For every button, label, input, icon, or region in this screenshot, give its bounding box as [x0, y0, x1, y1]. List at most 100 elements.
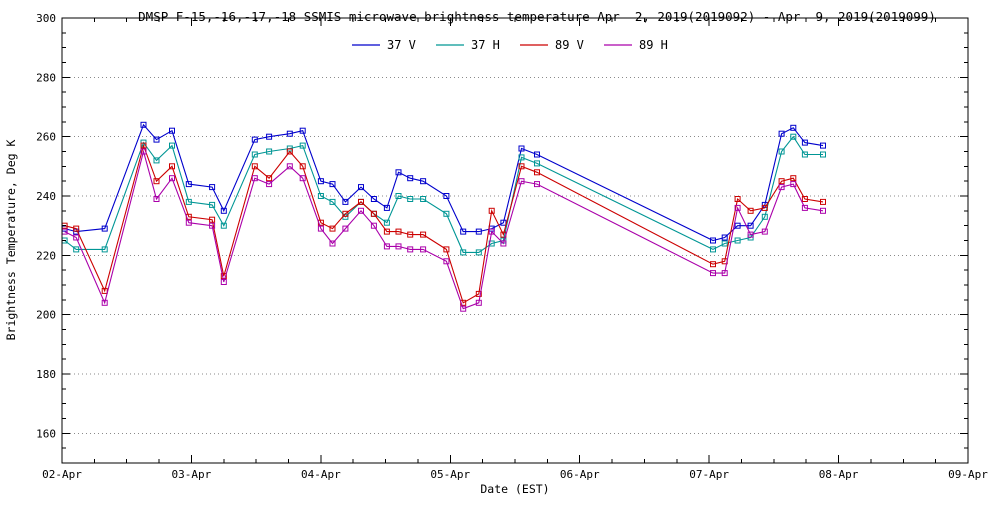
x-tick-label: 09-Apr — [948, 468, 988, 481]
marker-89-h — [761, 228, 768, 235]
marker-37-h — [317, 193, 324, 199]
marker-89-v — [370, 210, 377, 217]
marker-89-h — [420, 246, 427, 253]
marker-89-v — [761, 204, 768, 211]
marker-37-v — [342, 198, 349, 205]
chart-title: DMSP F-15,-16,-17,-18 SSMIS microwave br… — [138, 9, 936, 24]
marker-37-v — [185, 181, 192, 188]
marker-37-h — [443, 210, 450, 217]
y-tick-label: 300 — [36, 12, 56, 25]
marker-37-v — [747, 222, 754, 229]
y-tick-label: 220 — [36, 249, 56, 262]
marker-37-h — [73, 246, 80, 253]
marker-37-h — [420, 196, 427, 202]
marker-37-h — [761, 213, 768, 220]
series-37-v — [61, 121, 826, 244]
plot-border — [61, 17, 969, 464]
grid-layer — [62, 76, 968, 434]
marker-37-v — [286, 130, 293, 137]
marker-89-h — [358, 207, 364, 214]
marker-89-h — [790, 181, 797, 188]
marker-37-h — [734, 237, 741, 244]
marker-89-h — [801, 204, 808, 211]
legend-item-37-h: 37 H — [436, 38, 500, 52]
marker-37-v — [317, 178, 324, 185]
y-tick-label: 240 — [36, 190, 56, 203]
y-tick-label: 200 — [36, 309, 56, 322]
series-line-89-v — [64, 143, 824, 304]
marker-37-v — [395, 169, 402, 176]
marker-37-h — [220, 222, 227, 229]
marker-37-v — [220, 207, 227, 214]
marker-89-v — [358, 198, 364, 205]
marker-37-h — [475, 249, 482, 256]
marker-37-h — [820, 151, 826, 158]
marker-89-h — [778, 184, 785, 191]
marker-37-h — [209, 201, 216, 208]
marker-37-v — [140, 121, 147, 128]
marker-89-v — [443, 246, 450, 253]
marker-37-v — [534, 151, 540, 158]
marker-89-h — [710, 270, 716, 277]
marker-89-v — [488, 207, 495, 214]
marker-89-h — [475, 299, 482, 306]
marker-37-v — [209, 184, 216, 191]
marker-89-v — [534, 169, 540, 176]
marker-89-v — [820, 198, 826, 205]
marker-89-v — [220, 273, 227, 280]
marker-89-h — [266, 181, 273, 188]
marker-89-h — [460, 305, 467, 312]
marker-37-v — [710, 237, 716, 244]
marker-37-h — [518, 154, 525, 161]
marker-37-h — [790, 133, 797, 140]
marker-37-h — [251, 151, 258, 158]
marker-89-h — [73, 234, 80, 241]
marker-89-h — [443, 258, 450, 265]
y-tick-label: 260 — [36, 131, 56, 144]
marker-37-h — [185, 198, 192, 205]
axis-layer: 160 180 200 220 240 260 280 300 02-Apr 03-Apr 04-A… — [36, 12, 988, 481]
marker-37-v — [500, 219, 507, 226]
marker-37-h — [721, 240, 728, 247]
marker-89-h — [329, 240, 336, 247]
marker-89-v — [518, 163, 525, 170]
marker-89-v — [342, 210, 349, 217]
x-tick-label: 08-Apr — [819, 468, 859, 481]
marker-89-h — [220, 279, 227, 285]
marker-89-v — [209, 216, 216, 223]
y-axis-label: Brightness Temperature, Deg K — [4, 140, 18, 341]
marker-89-v — [747, 207, 754, 214]
y-tick-label: 280 — [36, 71, 56, 84]
series-89-v — [61, 142, 826, 306]
marker-89-v — [329, 225, 336, 232]
marker-37-v — [169, 127, 175, 134]
x-axis-label: Date (EST) — [480, 482, 549, 496]
marker-89-h — [185, 219, 192, 226]
x-tick-label: 02-Apr — [42, 468, 82, 481]
marker-37-h — [710, 246, 716, 253]
marker-37-v — [420, 178, 427, 185]
marker-89-h — [342, 225, 349, 232]
x-tick-label: 04-Apr — [301, 468, 341, 481]
marker-89-h — [317, 225, 324, 232]
marker-89-v — [801, 196, 808, 202]
marker-89-v — [140, 142, 147, 149]
marker-37-h — [778, 148, 785, 155]
series-layer — [61, 121, 826, 312]
marker-37-v — [101, 225, 108, 232]
marker-89-h — [370, 222, 377, 229]
marker-89-v — [395, 228, 402, 235]
marker-37-h — [169, 142, 175, 149]
marker-89-v — [266, 175, 273, 182]
marker-37-v — [460, 228, 467, 235]
legend-item-89-v: 89 V — [520, 38, 584, 52]
marker-89-h — [153, 196, 160, 202]
marker-89-h — [820, 207, 826, 214]
marker-37-v — [820, 142, 826, 149]
marker-37-h — [153, 157, 160, 164]
marker-89-h — [488, 228, 495, 235]
marker-89-v — [286, 148, 293, 155]
x-tick-label: 06-Apr — [560, 468, 600, 481]
